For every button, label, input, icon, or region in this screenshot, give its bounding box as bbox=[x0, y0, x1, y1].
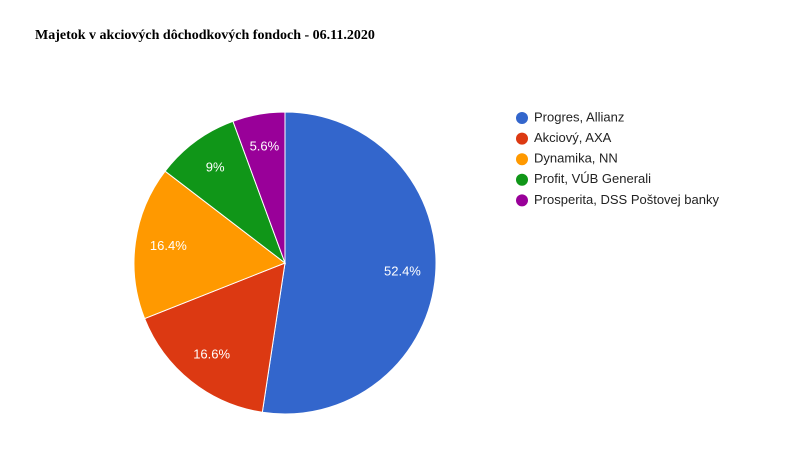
legend-label: Profit, VÚB Generali bbox=[534, 171, 651, 186]
legend-label: Dynamika, NN bbox=[534, 151, 618, 166]
slice-label: 9% bbox=[206, 160, 225, 175]
legend-label: Progres, Allianz bbox=[534, 109, 624, 124]
pie-slice bbox=[133, 170, 287, 320]
slice-label: 16.4% bbox=[150, 238, 187, 253]
legend-marker bbox=[516, 112, 528, 124]
legend-marker bbox=[516, 173, 528, 186]
pie-slice bbox=[143, 262, 286, 413]
slice-label: 5.6% bbox=[250, 138, 280, 153]
pie-slice bbox=[261, 111, 437, 415]
slice-label: 52.4% bbox=[384, 263, 421, 278]
slice-label: 16.6% bbox=[193, 347, 230, 362]
legend-label: Akciový, AXA bbox=[534, 130, 612, 145]
chart-title: Majetok v akciových dôchodkových fondoch… bbox=[35, 28, 375, 43]
legend-marker bbox=[516, 153, 528, 166]
legend-marker bbox=[516, 132, 528, 145]
legend-label: Prosperita, DSS Poštovej banky bbox=[534, 192, 719, 207]
legend-marker bbox=[516, 194, 528, 207]
pie-slice bbox=[164, 120, 287, 265]
pie-slice bbox=[232, 111, 286, 264]
